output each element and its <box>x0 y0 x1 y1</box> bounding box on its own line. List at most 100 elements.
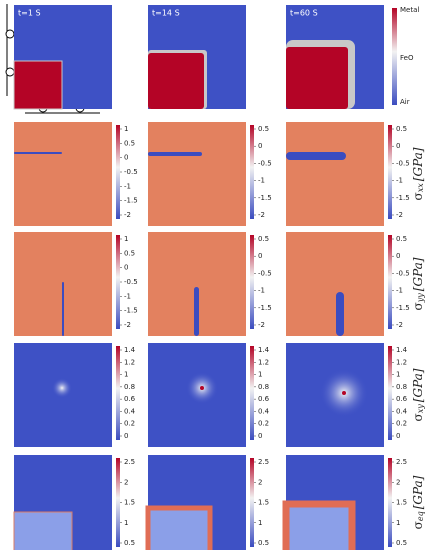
label-symbol: σ <box>411 521 425 529</box>
colorbar-tick-label: 0.4 <box>124 407 136 415</box>
stress-panel <box>286 232 384 336</box>
colorbar <box>250 346 254 440</box>
colorbar-tick-label: -2 <box>258 321 265 329</box>
colorbar <box>116 125 120 219</box>
label-symbol: σ <box>411 302 425 310</box>
stress-band <box>14 152 62 154</box>
colorbar-tick-label: 0.2 <box>258 420 269 428</box>
metal-region <box>13 60 63 110</box>
colorbar-tick-label: 1 <box>124 371 128 379</box>
row-label: σxx [GPa] <box>411 147 426 200</box>
stress-band <box>194 287 199 336</box>
colorbar <box>388 235 392 329</box>
label-unit: [GPa] <box>411 368 425 402</box>
colorbar-tick-label: -1 <box>124 182 131 190</box>
stress-panel <box>286 122 384 226</box>
colorbar-tick-label: 0.5 <box>396 539 407 547</box>
label-unit: [GPa] <box>411 257 425 291</box>
legend-label: FeO <box>400 54 414 62</box>
colorbar-tick-label: 2.5 <box>258 458 269 466</box>
column-title: t=1 S <box>18 9 41 18</box>
colorbar-tick-label: 0 <box>396 142 400 150</box>
stress-rim <box>145 505 213 550</box>
legend-label: Air <box>400 98 410 106</box>
colorbar <box>388 346 392 440</box>
colorbar-tick-label: 2.5 <box>124 458 135 466</box>
colorbar-tick-label: 2 <box>258 478 262 486</box>
legend-label: Metal <box>400 6 419 14</box>
colorbar-tick-label: -0.5 <box>396 269 410 277</box>
stress-peak <box>200 386 204 390</box>
colorbar-tick-label: 0.5 <box>124 539 135 547</box>
colorbar-tick-label: -1.5 <box>258 304 272 312</box>
colorbar-tick-label: -0.5 <box>124 168 138 176</box>
colorbar-tick-label: -0.5 <box>258 269 272 277</box>
stress-panel <box>148 122 246 226</box>
colorbar-tick-label: 1 <box>396 371 400 379</box>
label-subscript: xy <box>416 404 425 414</box>
colorbar-tick-label: 0.5 <box>396 235 407 243</box>
colorbar-tick-label: 1 <box>396 519 400 527</box>
colorbar-tick-label: -2 <box>124 321 131 329</box>
label-subscript: yy <box>416 293 425 304</box>
colorbar-tick-label: -1.5 <box>258 194 272 202</box>
colorbar-tick-label: 1.4 <box>124 346 136 354</box>
colorbar <box>116 235 120 329</box>
colorbar-tick-label: 1 <box>258 371 262 379</box>
colorbar-tick-label: 0 <box>258 252 262 260</box>
colorbar-tick-label: 0.8 <box>124 383 135 391</box>
colorbar-tick-label: 1.4 <box>258 346 270 354</box>
label-unit: [GPa] <box>411 475 425 509</box>
colorbar-tick-label: 1 <box>258 519 262 527</box>
colorbar-tick-label: 0.5 <box>258 125 269 133</box>
label-subscript: xx <box>416 183 425 193</box>
colorbar-tick-label: 0.6 <box>396 395 408 403</box>
stress-rim <box>282 500 356 550</box>
colorbar-tick-label: -1.5 <box>124 307 138 315</box>
colorbar-tick-label: 1 <box>124 235 128 243</box>
colorbar-tick-label: 2 <box>124 478 128 486</box>
colorbar <box>116 458 120 547</box>
colorbar-tick-label: 0 <box>124 264 128 272</box>
stress-region <box>286 504 352 550</box>
stress-band <box>286 152 346 160</box>
colorbar-tick-label: 1 <box>124 519 128 527</box>
colorbar-tick-label: -2 <box>396 321 403 329</box>
colorbar-tick-label: 1.5 <box>124 499 135 507</box>
colorbar-tick-label: 0.8 <box>258 383 269 391</box>
colorbar-tick-label: 0.6 <box>124 395 136 403</box>
colorbar-tick-label: -1.5 <box>396 304 410 312</box>
colorbar-tick-label: 1.2 <box>258 358 269 366</box>
colorbar-tick-label: -0.5 <box>396 159 410 167</box>
colorbar-tick-label: 2.5 <box>396 458 407 466</box>
colorbar-tick-label: 0.6 <box>258 395 270 403</box>
colorbar-tick-label: 0.4 <box>396 407 408 415</box>
colorbar-tick-label: -1 <box>396 177 403 185</box>
colorbar-tick-label: 2 <box>396 478 400 486</box>
colorbar-tick-label: 1.2 <box>396 358 407 366</box>
colorbar-tick-label: 0.2 <box>124 420 135 428</box>
colorbar-tick-label: 0.2 <box>396 420 407 428</box>
stress-band <box>62 282 64 336</box>
colorbar <box>388 125 392 219</box>
colorbar-tick-label: 1.2 <box>124 358 135 366</box>
stress-band <box>148 152 202 156</box>
stress-panel <box>14 122 112 226</box>
colorbar-tick-label: -1.5 <box>124 197 138 205</box>
column-title: t=60 S <box>290 9 318 18</box>
row-label: σyy [GPa] <box>411 257 426 310</box>
colorbar-tick-label: -1 <box>258 177 265 185</box>
colorbar-tick-label: 0.5 <box>258 235 269 243</box>
label-symbol: σ <box>411 192 425 200</box>
colorbar-tick-label: 0.5 <box>124 249 135 257</box>
colorbar-tick-label: 0.8 <box>396 383 407 391</box>
colorbar-tick-label: -1 <box>258 287 265 295</box>
colorbar <box>250 235 254 329</box>
colorbar-tick-label: 1 <box>124 125 128 133</box>
label-symbol: σ <box>411 413 425 421</box>
colorbar-tick-label: 0.5 <box>124 139 135 147</box>
colorbar-tick-label: 0 <box>124 432 128 440</box>
colorbar-tick-label: 0.4 <box>258 407 270 415</box>
colorbar-tick-label: 1.5 <box>258 499 269 507</box>
